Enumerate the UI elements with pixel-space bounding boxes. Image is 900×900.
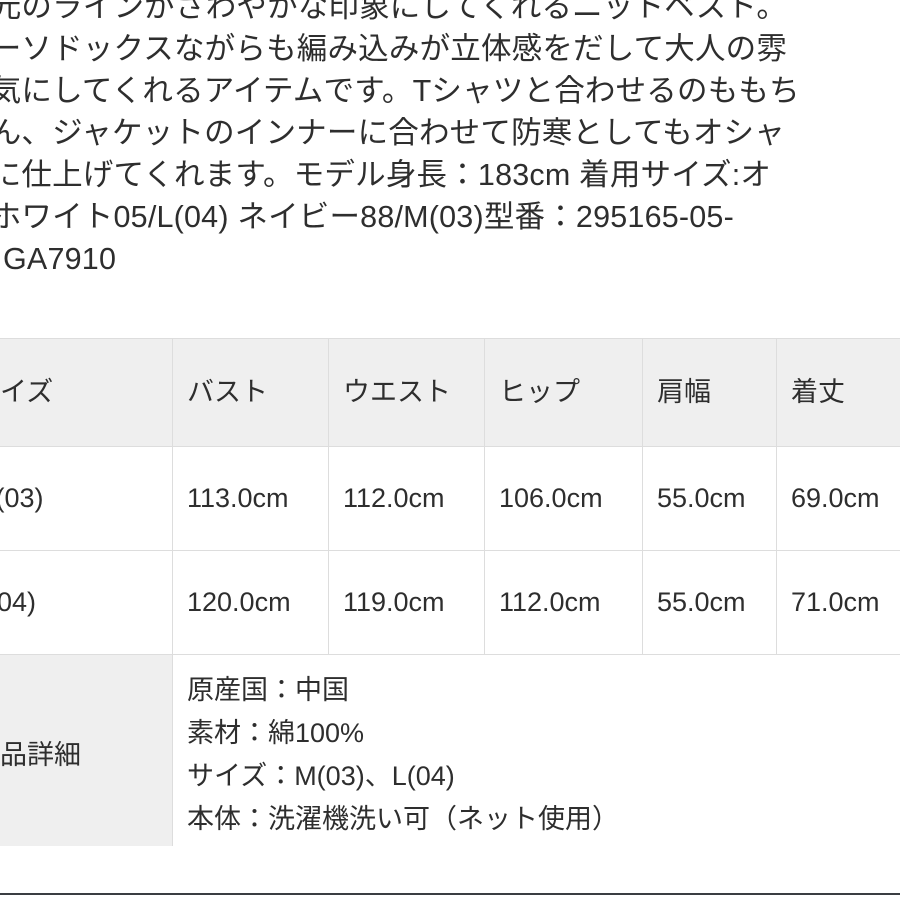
cell-hip: 106.0cm [484,446,643,551]
detail-line-material: 素材：綿100% [187,718,365,748]
size-table: サイズ バスト ウエスト ヒップ 肩幅 着丈 M(03) 113.0cm 112… [0,338,900,846]
column-header-bust: バスト [172,338,329,447]
cell-bust: 113.0cm [172,446,329,551]
column-header-hip: ヒップ [484,338,643,447]
description-line: ろん、ジャケットのインナーに合わせて防寒としてもオシャ [0,116,785,150]
cell-waist: 112.0cm [328,446,485,551]
cell-shoulder: 55.0cm [642,446,777,551]
product-detail-row: 商品詳細 原産国：中国 素材：綿100% サイズ：M(03)、L(04) 本体：… [0,654,900,846]
description-line: フホワイト05/L(04) ネイビー88/M(03)型番：295165-05- [0,200,734,234]
product-detail-content: 原産国：中国 素材：綿100% サイズ：M(03)、L(04) 本体：洗濯機洗い… [172,654,900,846]
row-header-product-detail: 商品詳細 [0,654,173,846]
size-table-container: サイズ バスト ウエスト ヒップ 肩幅 着丈 M(03) 113.0cm 112… [0,338,900,846]
description-line: オーソドックスながらも編み込みが立体感をだして大人の雰 [0,32,788,66]
detail-line-origin: 原産国：中国 [187,675,349,705]
cell-length: 69.0cm [776,446,900,551]
column-header-size: サイズ [0,338,173,447]
cell-bust: 120.0cm [172,550,329,655]
footer-divider [0,893,900,895]
table-header-row: サイズ バスト ウエスト ヒップ 肩幅 着丈 [0,338,900,447]
column-header-waist: ウエスト [328,338,485,447]
product-description: 首元のラインがさわやかな印象にしてくれるニットベスト。 オーソドックスながらも編… [0,0,900,310]
size-table-body: M(03) 113.0cm 112.0cm 106.0cm 55.0cm 69.… [0,446,900,846]
cell-hip: 112.0cm [484,550,643,655]
detail-line-care: 本体：洗濯機洗い可（ネット使用） [187,804,619,834]
detail-line-sizes: サイズ：M(03)、L(04) [187,761,455,791]
cell-shoulder: 55.0cm [642,550,777,655]
description-line: 囲気にしてくれるアイテムです。Tシャツと合わせるのももち [0,74,800,108]
description-line: 03 GA7910 [0,242,117,276]
description-line: 首元のラインがさわやかな印象にしてくれるニットベスト。 [0,0,788,24]
row-header-size: M(03) [0,446,173,551]
table-row: L(04) 120.0cm 119.0cm 112.0cm 55.0cm 71.… [0,550,900,655]
cell-waist: 119.0cm [328,550,485,655]
size-table-header: サイズ バスト ウエスト ヒップ 肩幅 着丈 [0,338,900,447]
column-header-length: 着丈 [776,338,900,447]
row-header-size: L(04) [0,550,173,655]
product-description-text: 首元のラインがさわやかな印象にしてくれるニットベスト。 オーソドックスながらも編… [0,0,900,280]
table-row: M(03) 113.0cm 112.0cm 106.0cm 55.0cm 69.… [0,446,900,551]
description-line: レに仕上げてくれます。モデル身長：183cm 着用サイズ:オ [0,158,772,192]
column-header-shoulder: 肩幅 [642,338,777,447]
cell-length: 71.0cm [776,550,900,655]
